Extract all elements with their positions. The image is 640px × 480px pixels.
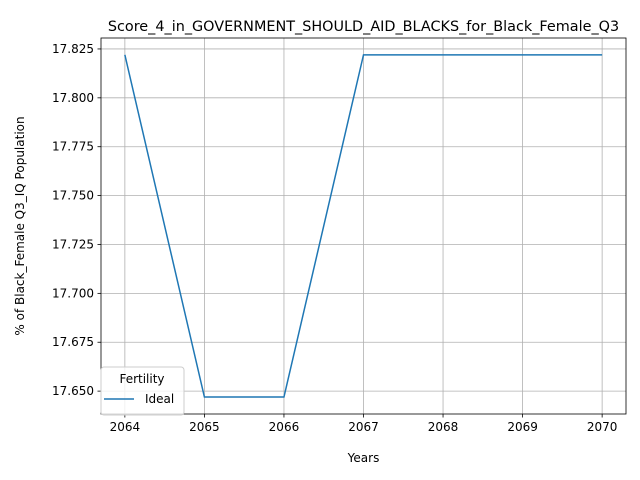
x-tick-label: 2066: [269, 420, 300, 434]
y-tick-label: 17.775: [52, 140, 94, 154]
x-tick-label: 2067: [348, 420, 379, 434]
y-tick-label: 17.800: [52, 91, 94, 105]
y-tick-label: 17.700: [52, 286, 94, 300]
x-tick-label: 2069: [507, 420, 538, 434]
x-tick-label: 2070: [587, 420, 618, 434]
y-tick-label: 17.825: [52, 42, 94, 56]
y-axis: 17.650 17.675 17.700 17.725 17.750 17.775 17.8…: [52, 42, 101, 398]
chart-title: Score_4_in_GOVERNMENT_SHOULD_AID_BLACKS_…: [108, 19, 619, 35]
legend-label: Ideal: [145, 392, 174, 406]
series-layer: [124, 54, 603, 398]
y-axis-label: % of Black_Female Q3_IQ Population: [13, 116, 27, 335]
legend-box: [100, 366, 185, 416]
x-axis-label: Years: [347, 451, 380, 465]
y-tick-label: 17.650: [52, 384, 94, 398]
legend-title: Fertility: [119, 372, 164, 386]
y-tick-label: 17.750: [52, 189, 94, 203]
legend: Fertility Ideal: [100, 366, 185, 416]
x-axis: 2064 2065 2066 2067 2068 2069 2070: [110, 414, 618, 434]
x-tick-label: 2068: [428, 420, 459, 434]
x-tick-label: 2064: [110, 420, 141, 434]
grid: [101, 38, 626, 414]
y-tick-label: 17.725: [52, 237, 94, 251]
y-tick-label: 17.675: [52, 335, 94, 349]
x-tick-label: 2065: [189, 420, 220, 434]
